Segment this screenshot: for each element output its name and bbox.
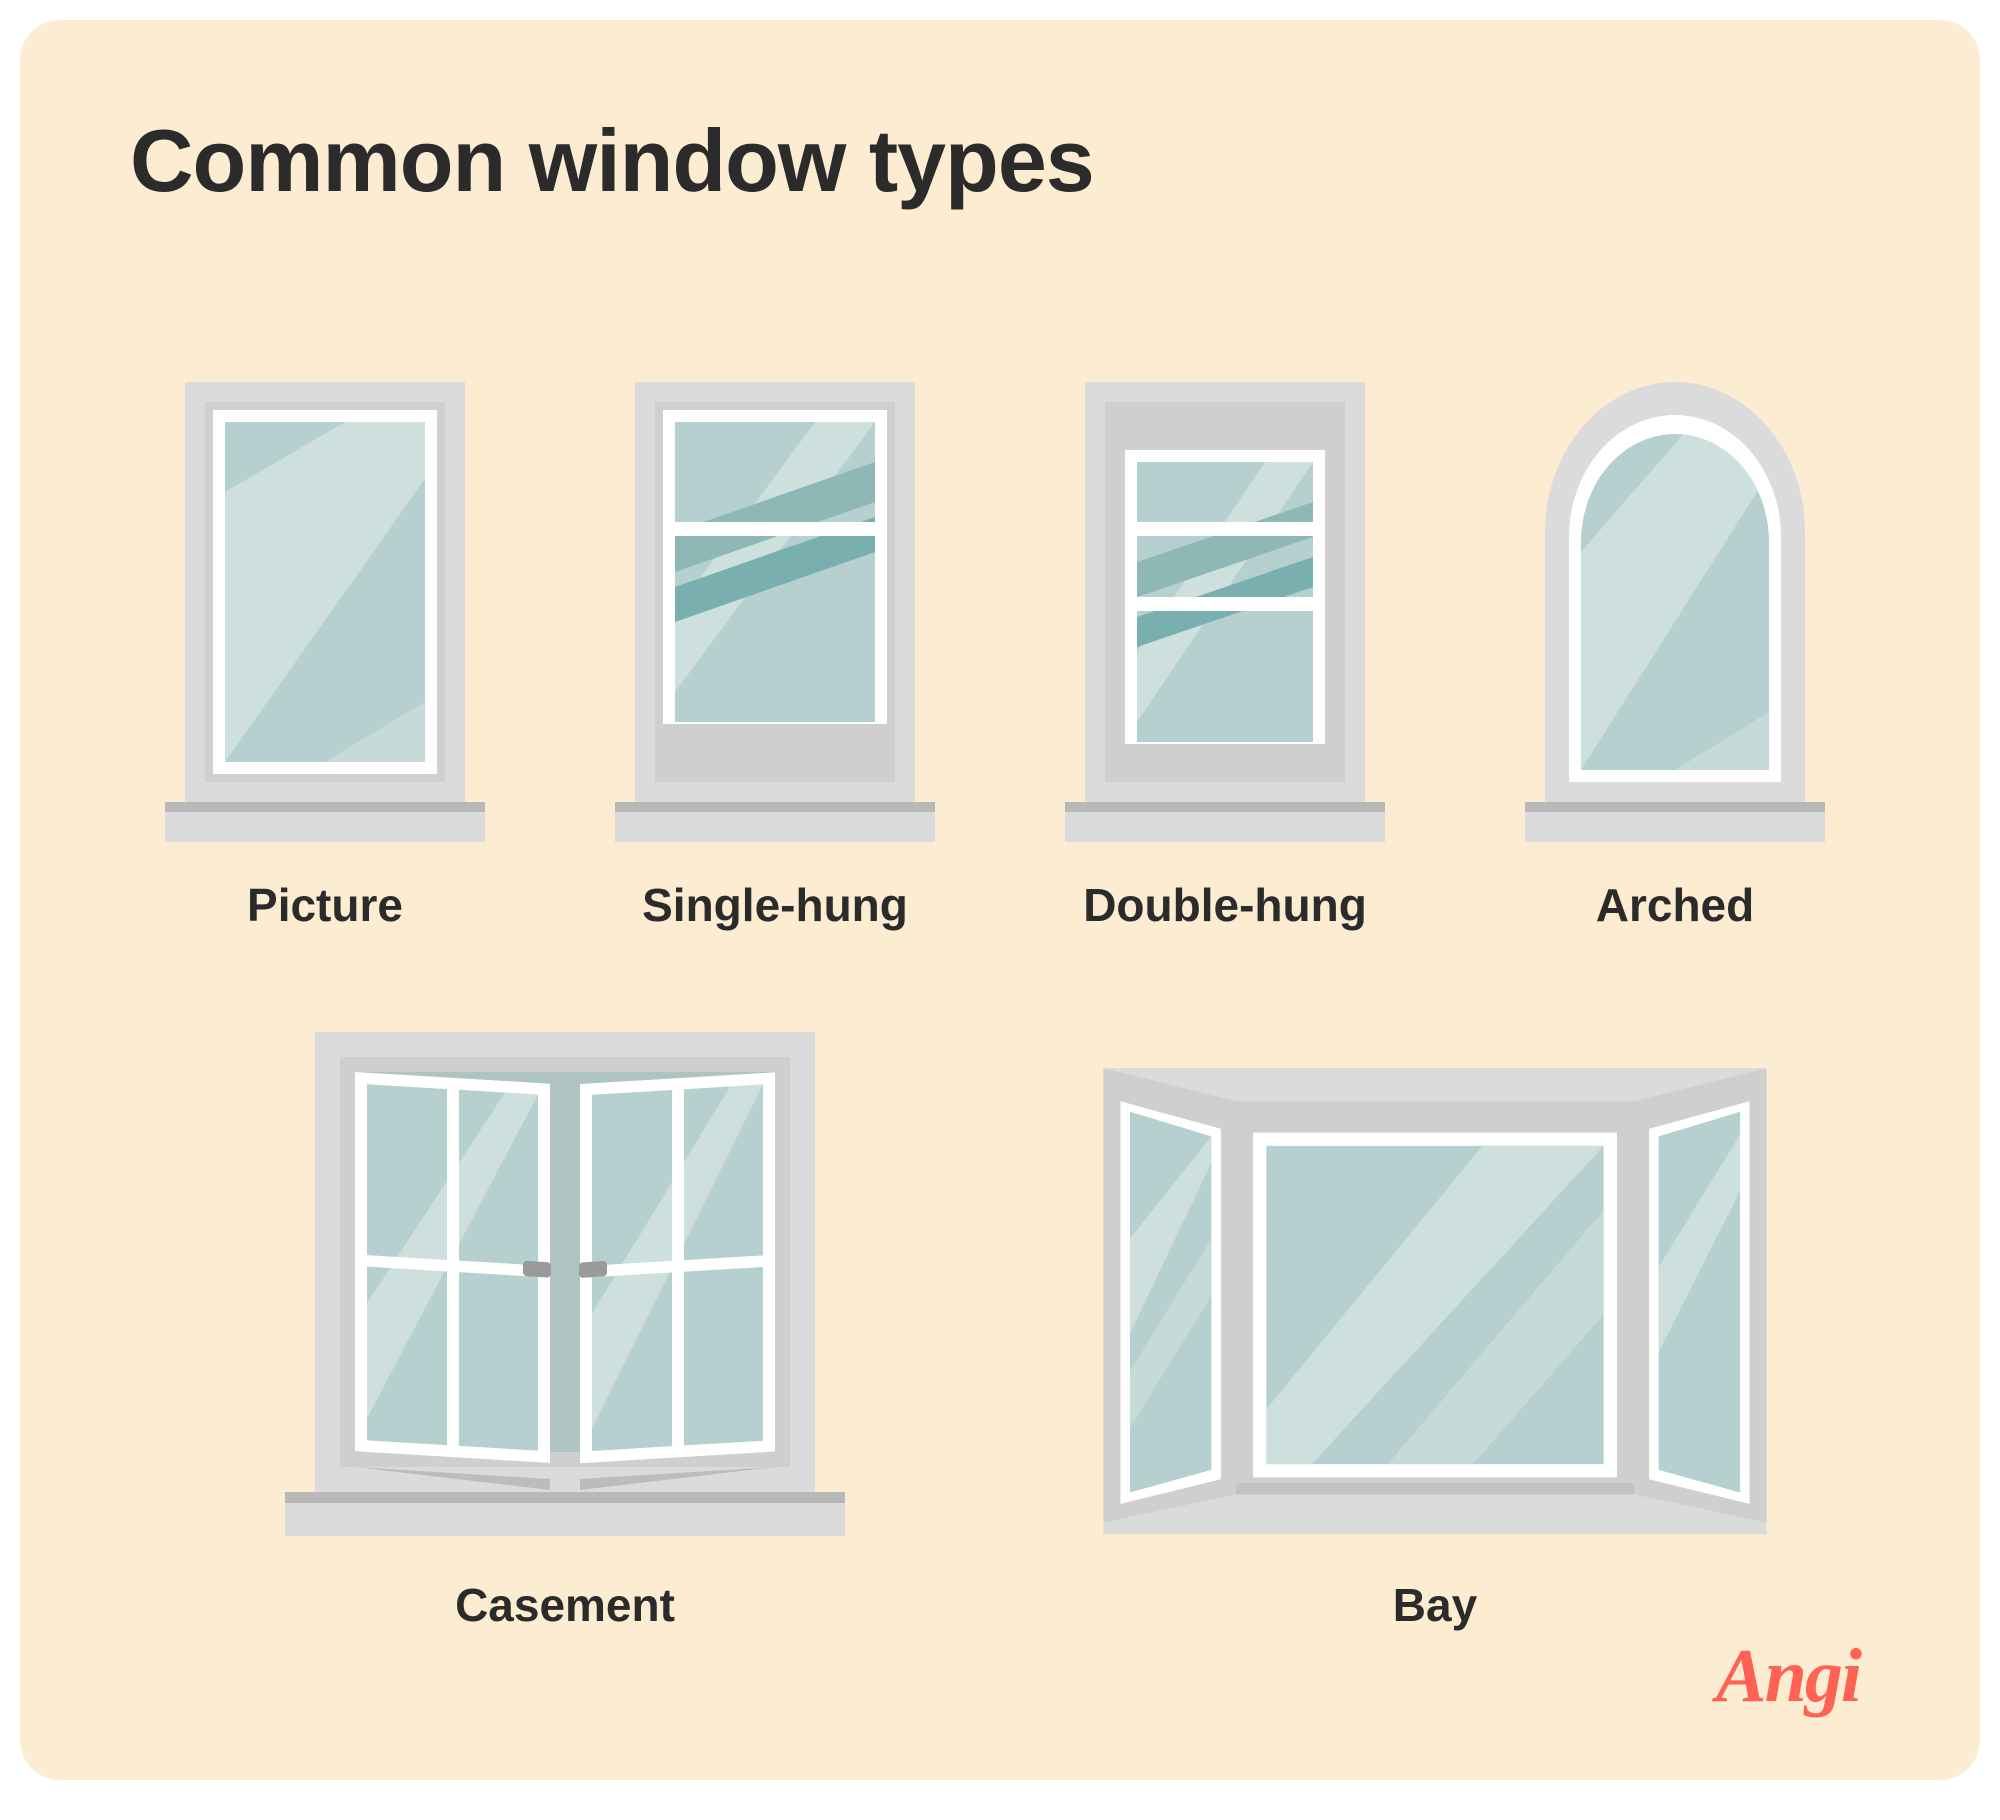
row-2: Casement <box>130 982 1870 1632</box>
infographic-card: Common window types <box>20 20 1980 1780</box>
window-double-hung-icon <box>1030 282 1420 842</box>
cell-double-hung: Double-hung <box>1030 282 1420 932</box>
window-picture-icon <box>130 282 520 842</box>
window-single-hung-icon <box>580 282 970 842</box>
label-picture: Picture <box>247 878 403 932</box>
cell-bay: Bay <box>1075 982 1795 1632</box>
infographic-title: Common window types <box>130 110 1870 212</box>
cell-casement: Casement <box>205 982 925 1632</box>
window-arched-icon <box>1480 282 1870 842</box>
label-arched: Arched <box>1596 878 1754 932</box>
cell-single-hung: Single-hung <box>580 282 970 932</box>
row-1: Picture <box>130 282 1870 932</box>
label-double-hung: Double-hung <box>1083 878 1367 932</box>
cell-arched: Arched <box>1480 282 1870 932</box>
label-single-hung: Single-hung <box>642 878 908 932</box>
window-bay-icon <box>1075 982 1795 1542</box>
label-casement: Casement <box>455 1578 675 1632</box>
cell-picture: Picture <box>130 282 520 932</box>
label-bay: Bay <box>1393 1578 1477 1632</box>
window-casement-icon <box>205 982 925 1542</box>
brand-logo: Angi <box>1716 1633 1860 1720</box>
